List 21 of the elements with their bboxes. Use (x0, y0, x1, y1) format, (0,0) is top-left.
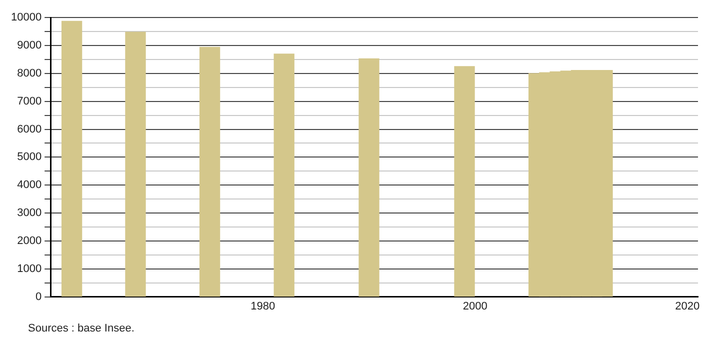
bar (454, 66, 475, 297)
y-tick-label: 1000 (17, 262, 42, 275)
bar (199, 46, 220, 297)
y-tick-label: 4000 (17, 179, 42, 192)
x-tick-label: 2000 (462, 300, 488, 312)
source-note: Sources : base Insee. (28, 322, 134, 335)
x-tick-label: 2020 (675, 300, 700, 312)
y-tick-label: 9000 (17, 40, 42, 52)
y-tick-label: 2000 (17, 234, 42, 247)
bar (358, 58, 380, 297)
y-tick-label: 3000 (17, 207, 42, 220)
y-tick-label: 6000 (17, 123, 42, 136)
y-tick-label: 5000 (17, 151, 42, 164)
x-tick-label: 1980 (250, 300, 276, 312)
y-tick-label: 10000 (10, 12, 42, 24)
y-tick-label: 0 (35, 290, 42, 303)
y-tick-label: 8000 (17, 67, 42, 80)
y-tick-label: 7000 (17, 95, 42, 108)
bar (274, 54, 294, 297)
bar (61, 20, 82, 297)
bar (125, 32, 146, 297)
